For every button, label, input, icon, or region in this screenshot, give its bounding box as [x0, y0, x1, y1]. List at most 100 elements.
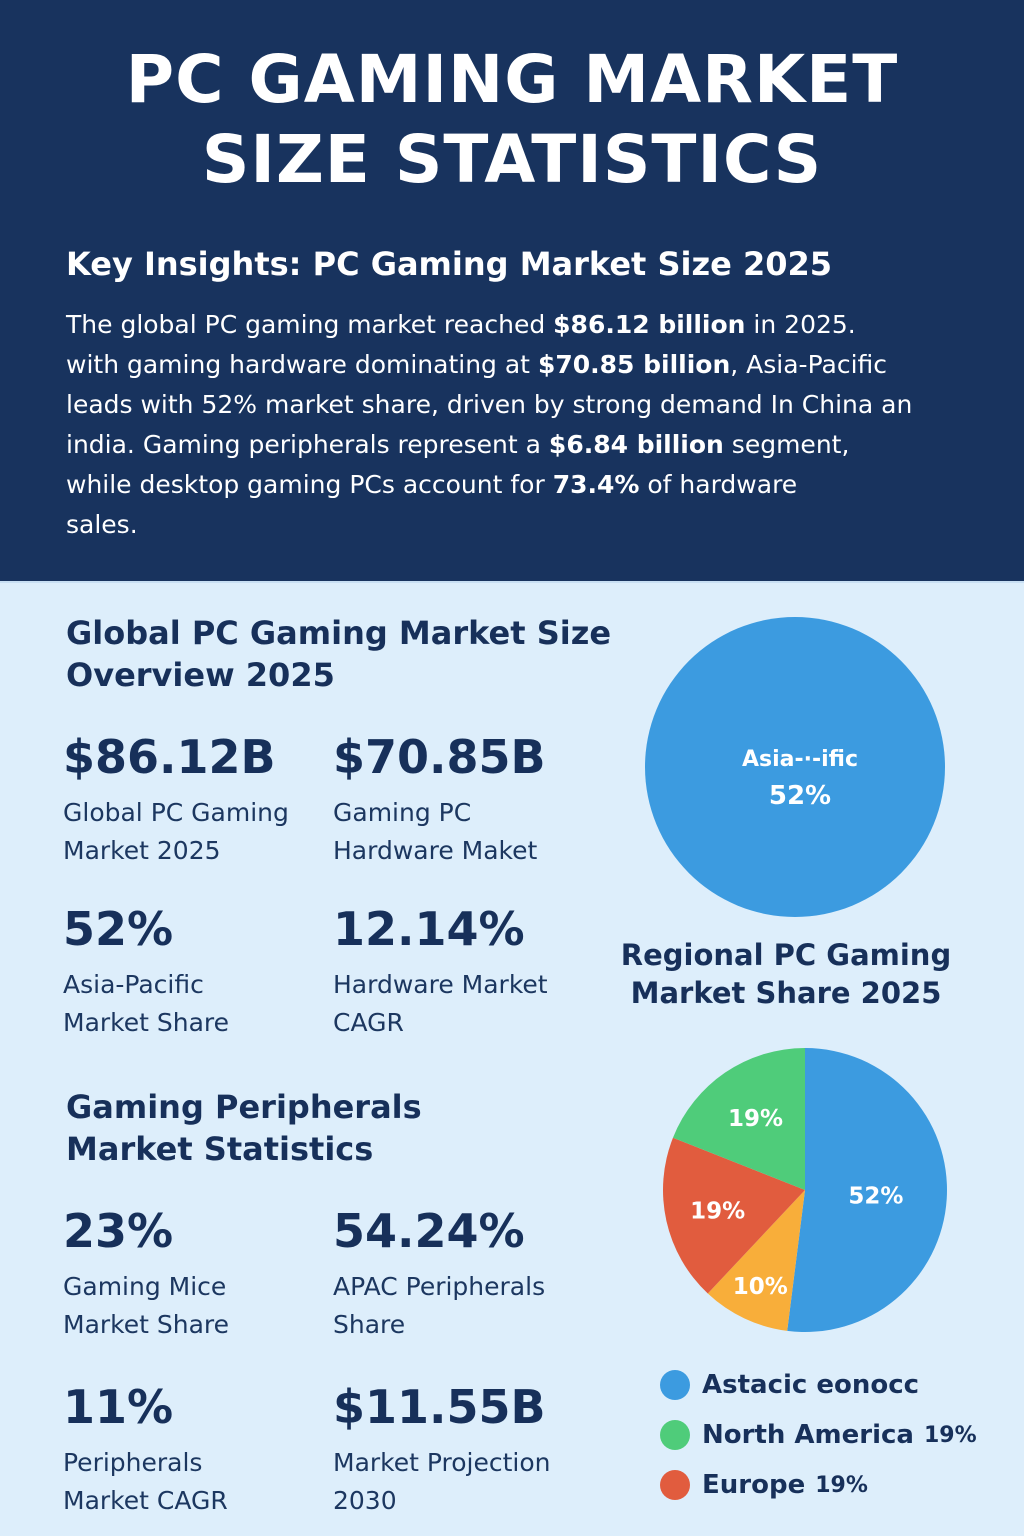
legend-value: 19% [815, 1472, 868, 1498]
pie-slice-label: 10% [733, 1274, 788, 1300]
stat-apac-share: 52% Asia-Pacific Market Share [63, 902, 323, 1042]
stat-label-line: Gaming Mice [63, 1272, 227, 1301]
stat-value: $70.85B [333, 730, 546, 784]
stat-gaming-mice: 23% Gaming Mice Market Share [63, 1204, 323, 1344]
legend-item: North America 19% [660, 1410, 990, 1460]
pie-slice [707, 1190, 805, 1331]
stat-label-line: Market Projection [333, 1448, 551, 1477]
key-insights-title: Key Insights: PC Gaming Market Size 2025 [66, 245, 833, 283]
stat-value: $86.12B [63, 730, 276, 784]
overview-section-title: Global PC Gaming Market Size Overview 20… [66, 612, 611, 696]
regional-chart-title-line: Market Share 2025 [630, 976, 942, 1010]
regional-share-pie-chart: 52% 10% 19% 19% [663, 1048, 948, 1332]
stat-label: Market Projection 2030 [333, 1444, 593, 1520]
pie-slice [787, 1048, 948, 1332]
stat-label: Global PC Gaming Market 2025 [63, 794, 323, 870]
page-title-line: SIZE STATISTICS [201, 121, 823, 198]
stat-hardware-cagr: 12.14% Hardware Market CAGR [333, 902, 593, 1042]
insight-text: in 2025. [745, 310, 856, 339]
insight-text: india. Gaming peripherals represent a [66, 430, 549, 459]
insight-line: with gaming hardware dominating at $70.8… [66, 345, 946, 385]
stat-label: Gaming Mice Market Share [63, 1268, 323, 1344]
pie-slice-label: 52% [848, 1183, 903, 1209]
pie-slice [672, 1048, 805, 1190]
pie-slice-label: 19% [728, 1106, 783, 1132]
legend-label: North America [702, 1420, 914, 1450]
stat-label-line: Market 2025 [63, 836, 221, 865]
legend-item: Europe 19% [660, 1460, 990, 1510]
stat-label-line: Global PC Gaming [63, 798, 289, 827]
stat-label-line: Hardware Market [333, 970, 548, 999]
stat-label: Gaming PC Hardware Maket [333, 794, 593, 870]
stat-label-line: Market Share [63, 1310, 230, 1339]
stat-apac-peripherals: 54.24% APAC Peripherals Share [333, 1204, 593, 1344]
stat-label-line: Hardware Maket [333, 836, 538, 865]
page-title: PC GAMING MARKET SIZE STATISTICS [0, 40, 1024, 200]
regional-chart-title: Regional PC Gaming Market Share 2025 [616, 936, 956, 1012]
page-title-line: PC GAMING MARKET [125, 41, 899, 118]
legend-swatch [660, 1470, 690, 1500]
insight-text: The global PC gaming market reached [66, 310, 554, 339]
stat-peripherals-cagr: 11% Peripherals Market CAGR [63, 1380, 323, 1520]
pie-slice-label: 19% [690, 1199, 745, 1225]
overview-title-line: Global PC Gaming Market Size [66, 614, 612, 652]
insight-text: sales. [66, 510, 138, 539]
pie-slice-label: Asia-·-ific [742, 747, 858, 772]
stat-label-line: Asia-Pacific [63, 970, 204, 999]
insight-highlight: $86.12 billion [553, 310, 746, 339]
apac-share-pie-chart: Asia-·-ific 52% [645, 617, 945, 917]
regional-chart-legend: Astacic eonocc North America 19% Europe 19% [660, 1360, 990, 1510]
stat-label-line: Share [333, 1310, 406, 1339]
stat-label: Hardware Market CAGR [333, 966, 593, 1042]
regional-chart-title-line: Regional PC Gaming [620, 938, 952, 972]
insight-line: while desktop gaming PCs account for 73.… [66, 465, 946, 505]
legend-swatch [660, 1370, 690, 1400]
insight-line: india. Gaming peripherals represent a $6… [66, 425, 946, 465]
peripherals-title-line: Gaming Peripherals [66, 1088, 422, 1126]
insight-text: while desktop gaming PCs account for [66, 470, 553, 499]
insight-line: leads with 52% market share, driven by s… [66, 385, 946, 425]
peripherals-title-line: Market Statistics [66, 1130, 374, 1168]
insight-text: of hardware [639, 470, 798, 499]
legend-label: Astacic eonocc [702, 1370, 920, 1400]
stat-label-line: 2030 [333, 1486, 397, 1515]
stat-label: Asia-Pacific Market Share [63, 966, 323, 1042]
insight-highlight: $70.85 billion [537, 350, 731, 379]
legend-label: Europe [702, 1470, 806, 1500]
pie-slice [663, 1137, 805, 1294]
legend-swatch [660, 1420, 690, 1450]
insight-line: sales. [66, 505, 946, 545]
stat-label-line: Market Share [63, 1008, 230, 1037]
stat-label: Peripherals Market CAGR [63, 1444, 323, 1520]
stat-value: 54.24% [333, 1204, 525, 1258]
section-divider [0, 581, 1024, 583]
stat-label-line: Market CAGR [63, 1486, 228, 1515]
stat-value: 23% [63, 1204, 174, 1258]
stat-label-line: Gaming PC [333, 798, 472, 827]
insight-text: leads with 52% market share, driven by s… [66, 390, 913, 419]
insight-text: with gaming hardware dominating at [66, 350, 538, 379]
key-insights-text: The global PC gaming market reached $86.… [66, 305, 946, 545]
legend-item: Astacic eonocc [660, 1360, 990, 1410]
insight-highlight: 73.4% [552, 470, 640, 499]
stat-market-projection: $11.55B Market Projection 2030 [333, 1380, 593, 1520]
peripherals-section-title: Gaming Peripherals Market Statistics [66, 1086, 422, 1170]
stat-label: APAC Peripherals Share [333, 1268, 593, 1344]
insight-text: segment, [723, 430, 850, 459]
legend-value: 19% [923, 1422, 977, 1448]
stat-hardware-market: $70.85B Gaming PC Hardware Maket [333, 730, 593, 870]
stat-value: $11.55B [333, 1380, 546, 1434]
stat-global-market: $86.12B Global PC Gaming Market 2025 [63, 730, 323, 870]
overview-title-line: Overview 2025 [66, 656, 335, 694]
insight-line: The global PC gaming market reached $86.… [66, 305, 946, 345]
stat-label-line: Peripherals [63, 1448, 203, 1477]
stat-value: 11% [63, 1380, 174, 1434]
insight-text: , Asia-Pacific [730, 350, 888, 379]
pie-slice-apac [645, 617, 945, 917]
stat-value: 52% [63, 902, 174, 956]
stat-value: 12.14% [333, 902, 525, 956]
stat-label-line: APAC Peripherals [333, 1272, 546, 1301]
insight-highlight: $6.84 billion [548, 430, 724, 459]
pie-slice-value: 52% [769, 781, 831, 811]
stat-label-line: CAGR [333, 1008, 404, 1037]
